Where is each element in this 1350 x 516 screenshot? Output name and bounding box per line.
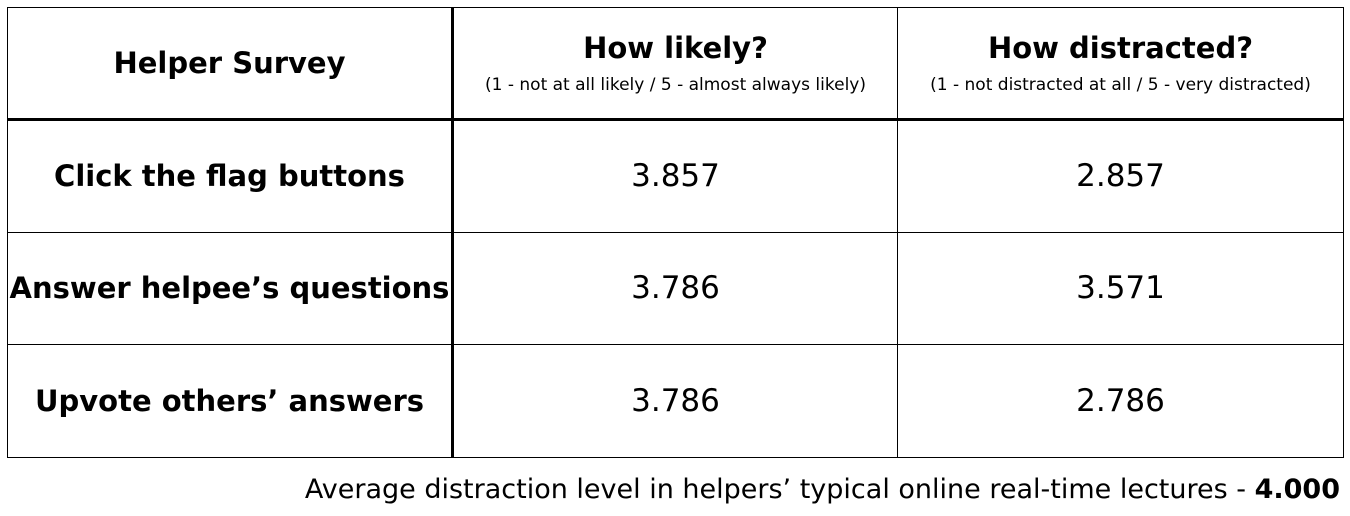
distracted-value-cell: 2.786 <box>897 344 1344 458</box>
likely-value: 3.786 <box>631 383 720 420</box>
likely-value: 3.786 <box>631 270 720 307</box>
column-scale-distracted: (1 - not distracted at all / 5 - very di… <box>930 75 1311 95</box>
average-distraction-note: Average distraction level in helpers’ ty… <box>305 472 1340 508</box>
row-label-cell: Answer helpee’s questions <box>7 231 454 346</box>
likely-value-cell: 3.786 <box>452 231 898 346</box>
average-distraction-label: Average distraction level in helpers’ ty… <box>304 474 1255 505</box>
likely-value-cell: 3.786 <box>452 344 898 458</box>
column-header-likely: How likely? (1 - not at all likely / 5 -… <box>452 7 898 121</box>
table-title: Helper Survey <box>113 46 346 80</box>
helper-survey-table: Helper Survey How likely? (1 - not at al… <box>7 7 1344 458</box>
average-distraction-value: 4.000 <box>1254 474 1340 505</box>
distracted-value: 3.571 <box>1076 270 1165 307</box>
row-label: Click the flag buttons <box>54 159 405 194</box>
likely-value: 3.857 <box>631 158 720 195</box>
table-header-row: Helper Survey How likely? (1 - not at al… <box>7 7 1344 121</box>
row-label-cell: Click the flag buttons <box>7 119 454 233</box>
likely-value-cell: 3.857 <box>452 119 898 233</box>
table-title-cell: Helper Survey <box>7 7 454 121</box>
distracted-value-cell: 2.857 <box>897 119 1344 233</box>
table-row: Click the flag buttons 3.857 2.857 <box>7 119 1344 233</box>
column-title-likely: How likely? <box>583 31 768 65</box>
row-label: Answer helpee’s questions <box>9 271 450 306</box>
row-label-cell: Upvote others’ answers <box>7 344 454 458</box>
table-row: Answer helpee’s questions 3.786 3.571 <box>7 231 1344 346</box>
column-header-distracted: How distracted? (1 - not distracted at a… <box>897 7 1344 121</box>
distracted-value-cell: 3.571 <box>897 231 1344 346</box>
row-label: Upvote others’ answers <box>34 384 425 419</box>
column-scale-likely: (1 - not at all likely / 5 - almost alwa… <box>485 75 866 95</box>
column-title-distracted: How distracted? <box>987 31 1254 65</box>
distracted-value: 2.786 <box>1076 383 1165 420</box>
table-row: Upvote others’ answers 3.786 2.786 <box>7 344 1344 458</box>
distracted-value: 2.857 <box>1076 158 1165 195</box>
